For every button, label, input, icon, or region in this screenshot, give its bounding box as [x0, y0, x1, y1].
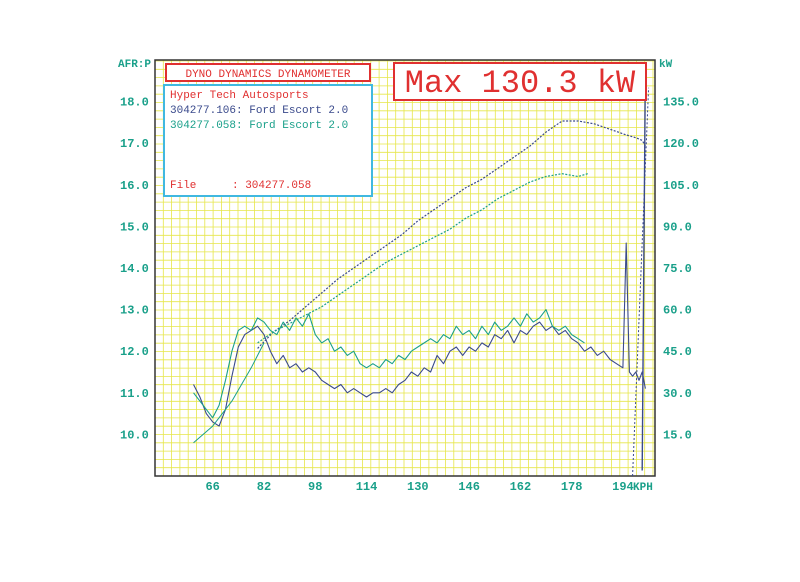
kw-tick-label: 135.0	[663, 96, 699, 110]
kw-tick-label: 75.0	[663, 262, 692, 276]
afr-tick-label: 17.0	[120, 137, 149, 151]
x-tick-label: 162	[510, 480, 532, 494]
x-tick-label: 114	[356, 480, 378, 494]
x-tick-label: 98	[308, 480, 322, 494]
power-line-run-058	[257, 173, 588, 344]
x-tick-label: 194	[612, 480, 634, 494]
max-box	[393, 62, 647, 101]
kw-tick-label: 45.0	[663, 345, 692, 359]
afr-tick-label: 18.0	[120, 96, 149, 110]
kw-tick-label: 105.0	[663, 179, 699, 193]
afr-line-run-106	[193, 242, 646, 427]
file-value: : 304277.058	[232, 180, 311, 192]
x-tick-label: 178	[561, 480, 583, 494]
kw-tick-label: 15.0	[663, 428, 692, 442]
x-unit-label: KPH	[633, 482, 653, 494]
x-tick-label: 146	[458, 480, 480, 494]
afr-tick-label: 15.0	[120, 220, 149, 234]
x-tick-label: 66	[205, 480, 219, 494]
afr-tick-label: 12.0	[120, 345, 149, 359]
company-name: Hyper Tech Autosports	[170, 90, 309, 102]
kw-tick-label: 30.0	[663, 387, 692, 401]
x-tick-label: 130	[407, 480, 429, 494]
chart-title: DYNO DYNAMICS DYNAMOMETER	[185, 69, 350, 81]
afr-axis-label: AFR:P	[118, 59, 151, 71]
afr-tick-label: 16.0	[120, 179, 149, 193]
end-ramp-line	[632, 87, 650, 477]
kw-axis-label: kW	[659, 59, 673, 71]
run-legend-entry: 304277.106: Ford Escort 2.0	[170, 105, 348, 117]
kw-tick-label: 120.0	[663, 137, 699, 151]
file-label: File	[170, 180, 196, 192]
end-spike-line	[641, 65, 647, 471]
afr-tick-label: 13.0	[120, 304, 149, 318]
kw-tick-label: 60.0	[663, 304, 692, 318]
max-power-label: Max 130.3 kW	[405, 65, 636, 102]
plot-frame	[154, 59, 656, 477]
info-box	[163, 84, 373, 197]
afr-line-run-058	[193, 309, 585, 419]
afr-tick-label: 10.0	[120, 428, 149, 442]
afr-ramp-line	[193, 342, 265, 444]
power-line-run-106	[257, 120, 646, 349]
afr-tick-label: 14.0	[120, 262, 149, 276]
kw-tick-label: 90.0	[663, 220, 692, 234]
x-tick-label: 82	[257, 480, 271, 494]
afr-tick-label: 11.0	[120, 387, 149, 401]
run-legend-entry: 304277.058: Ford Escort 2.0	[170, 120, 348, 132]
title-box	[165, 63, 371, 82]
